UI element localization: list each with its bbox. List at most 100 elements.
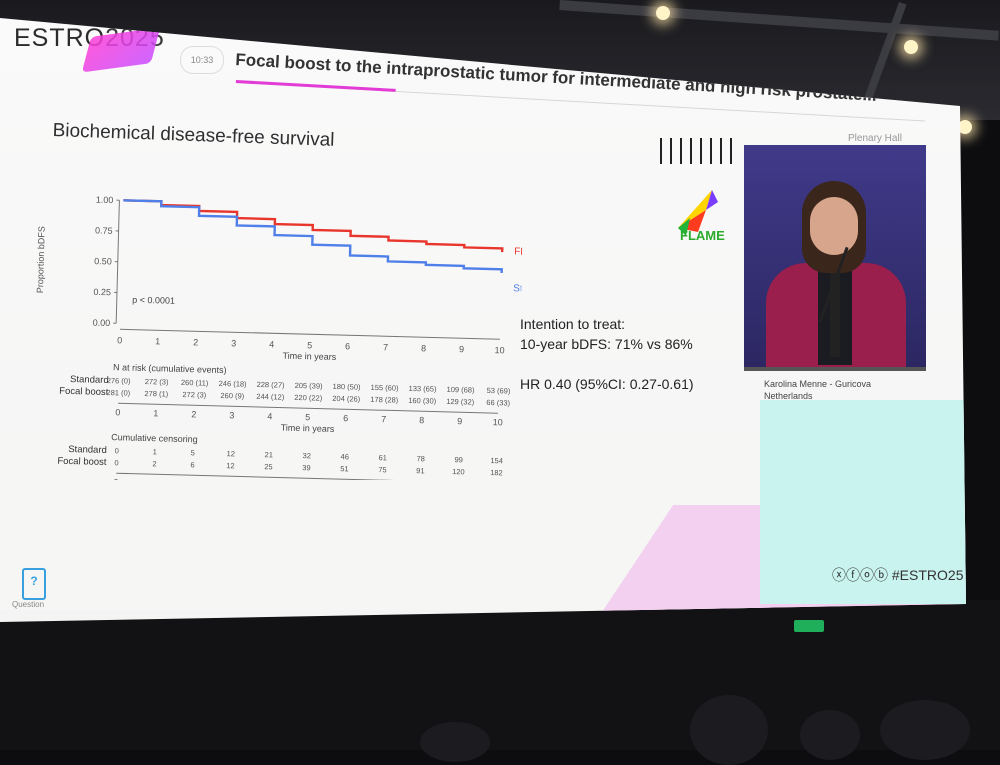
hazard-ratio: HR 0.40 (95%CI: 0.27-0.61) (520, 374, 694, 394)
censoring-cell: 12 (226, 461, 235, 470)
at-risk-x-tick-label: 8 (419, 415, 424, 425)
y-tick-label: 0.25 (93, 287, 111, 297)
censoring-cell: 51 (340, 464, 349, 473)
session-clock: 10:33 (180, 46, 224, 74)
at-risk-cell: 155 (60) (370, 383, 399, 393)
censoring-cell: 75 (378, 465, 387, 474)
x-tick-label: 7 (383, 342, 388, 352)
x-tick-label: 1 (155, 336, 160, 346)
itt-value: 10-year bDFS: 71% vs 86% (520, 334, 694, 354)
at-risk-cell: 228 (27) (257, 380, 286, 390)
speaker-face (810, 197, 858, 255)
x-axis-label: Time in years (282, 351, 336, 362)
at-risk-x-tick-label: 1 (153, 408, 158, 418)
at-risk-cell: 180 (50) (333, 382, 362, 392)
x-tick-label: 6 (345, 341, 350, 351)
censoring-cell: 5 (191, 448, 195, 457)
barcode-graphic (660, 138, 734, 164)
ceiling-light (656, 6, 670, 20)
hall-label: Plenary Hall (848, 133, 902, 144)
x-tick-label: 5 (307, 340, 312, 350)
at-risk-cell: 220 (22) (294, 393, 323, 403)
at-risk-x-tick-label: 0 (115, 407, 120, 417)
x-tick-label: 8 (421, 343, 426, 353)
at-risk-cell: 272 (3) (182, 390, 206, 400)
y-axis-label: Proportion bDFS (35, 226, 47, 293)
video-caption-bar (744, 367, 926, 371)
censoring-cell: 32 (302, 451, 311, 460)
p-value-annotation: p < 0.0001 (132, 295, 175, 306)
x-tick-label: 9 (459, 344, 464, 354)
legend-standard-arm: Standard arm (513, 283, 524, 296)
x-tick-label: 3 (231, 338, 236, 348)
at-risk-heading: N at risk (cumulative events) (113, 362, 227, 375)
at-risk-cell: 281 (0) (106, 388, 130, 398)
flame-logo-text: FLAME (680, 228, 725, 243)
censoring-cell: 39 (302, 463, 311, 472)
at-risk-x-tick-label: 10 (493, 417, 503, 427)
at-risk-x-tick-label: 7 (381, 414, 386, 424)
hashtag: #ESTRO25 (892, 567, 964, 583)
censoring-cell: 99 (454, 455, 463, 464)
y-tick-label: 1.00 (96, 195, 114, 205)
social-icons: ⓧⓕⓞⓑ (832, 567, 892, 583)
at-risk-cell: 260 (9) (220, 391, 244, 401)
at-risk-cell: 160 (30) (408, 396, 437, 406)
at-risk-x-tick-label: 5 (305, 412, 310, 422)
standard-arm-curve (122, 200, 504, 273)
at-risk-row-label: Standard (70, 374, 109, 386)
censoring-cell: 91 (416, 466, 425, 475)
exit-sign (794, 620, 824, 632)
speaker-name: Karolina Menne - Guricova (764, 378, 871, 390)
at-risk-cell: 278 (1) (144, 389, 168, 399)
censoring-cell: 6 (190, 460, 194, 469)
x-tick-label: 0 (117, 335, 122, 345)
at-risk-cell: 244 (12) (256, 392, 285, 402)
question-label[interactable]: Question (12, 600, 44, 609)
at-risk-cell: 276 (0) (107, 376, 131, 386)
at-risk-cell: 53 (69) (487, 386, 511, 396)
audience-head (880, 700, 970, 760)
censoring-cell: 21 (264, 450, 273, 459)
legend-focal-boost: FLAME focal boost arm (514, 246, 524, 260)
x-tick-label: 2 (193, 337, 198, 347)
at-risk-x-tick-label: 3 (229, 410, 234, 420)
censoring-cell: 2 (152, 459, 156, 468)
x-axis (120, 329, 500, 339)
question-icon[interactable]: ? (22, 568, 46, 600)
censoring-cell: 25 (264, 462, 273, 471)
at-risk-cell: 133 (65) (408, 384, 437, 394)
x-tick-label: 10 (494, 345, 504, 355)
at-risk-x-tick-label: 6 (343, 413, 348, 423)
censoring-cell: 154 (490, 456, 503, 465)
censoring-cell: 61 (378, 453, 387, 462)
at-risk-x-axis-label: Time in years (281, 423, 335, 434)
at-risk-cell: 66 (33) (486, 398, 510, 408)
at-risk-x-tick-label: 4 (267, 411, 272, 421)
at-risk-cell: 205 (39) (295, 381, 324, 391)
censoring-cell: 182 (490, 468, 503, 477)
itt-heading: Intention to treat: (520, 314, 694, 334)
censoring-row-label: Focal boost (57, 456, 107, 468)
censoring-cell: 120 (452, 467, 465, 476)
at-risk-cell: 246 (18) (219, 379, 248, 389)
audience-head (800, 710, 860, 760)
at-risk-cell: 109 (68) (446, 385, 475, 395)
y-tick-label: 0.75 (95, 225, 113, 235)
speaker-country: Netherlands (764, 390, 871, 402)
at-risk-cell: 129 (32) (446, 397, 475, 407)
censoring-cell: 0 (115, 446, 119, 455)
ceiling-light (904, 40, 918, 54)
y-tick-label: 0.50 (94, 256, 112, 266)
at-risk-x-tick-label: 2 (191, 409, 196, 419)
censoring-cell: 12 (227, 449, 236, 458)
censoring-cell: 1 (153, 447, 157, 456)
audience-head (420, 722, 490, 762)
x-tick-label: 4 (269, 339, 274, 349)
speaker-video (744, 145, 926, 367)
title-accent-underline (236, 80, 396, 92)
at-risk-x-tick-label: 9 (457, 416, 462, 426)
censoring-cell: 78 (416, 454, 425, 463)
